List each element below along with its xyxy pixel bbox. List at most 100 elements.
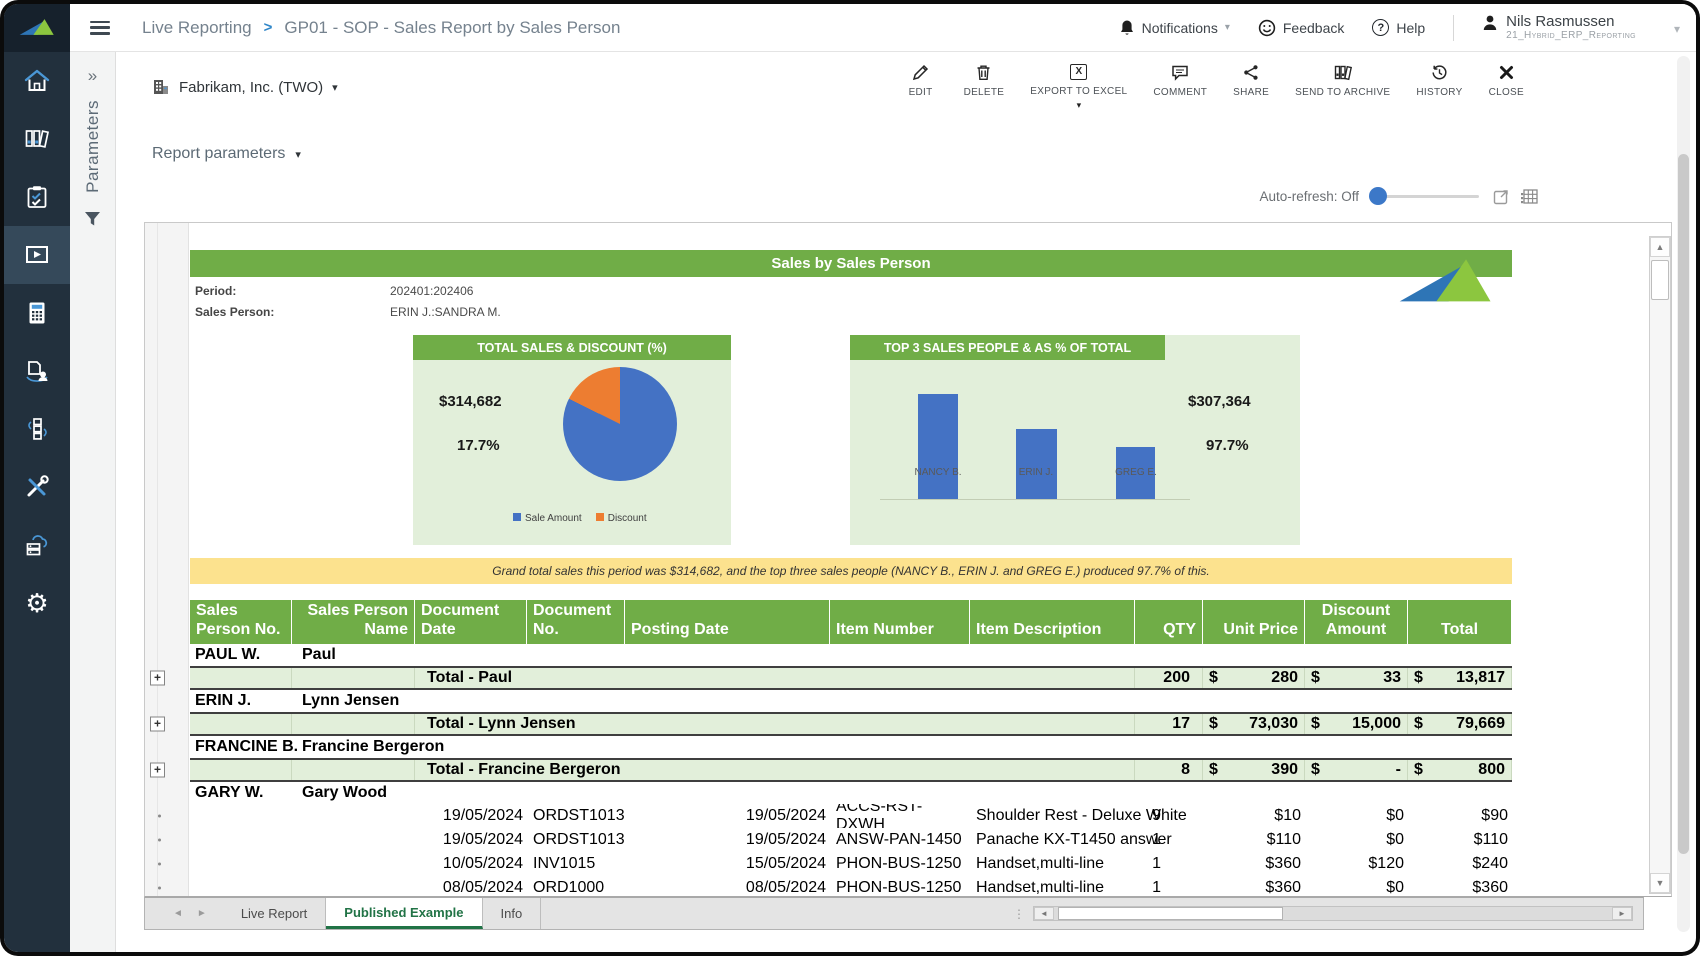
horizontal-scroll-thumb[interactable] (1058, 907, 1283, 920)
report-toolbar: Fabrikam, Inc. (TWO) ▾ EDIT DELETE X EXP… (116, 52, 1696, 122)
scroll-left-icon[interactable]: ◄ (1034, 907, 1054, 920)
document-date-cell: 19/05/2024 (442, 831, 523, 848)
auto-refresh-label: Auto-refresh: Off (1259, 188, 1359, 204)
table-row: 19/05/2024 ORDST1013 19/05/2024 ANSW-PAN-14… (145, 828, 1512, 852)
export-to-excel-button[interactable]: X EXPORT TO EXCEL ▾ (1030, 63, 1127, 111)
breadcrumb-section[interactable]: Live Reporting (142, 17, 252, 37)
tab-nav-next-icon[interactable]: ► (196, 908, 207, 919)
filter-icon[interactable] (84, 211, 101, 227)
grid-view-icon[interactable] (1520, 188, 1538, 205)
slider-knob[interactable] (1369, 187, 1387, 205)
gutter-cell (145, 782, 190, 804)
sheet-tab-info[interactable]: Info (483, 898, 542, 929)
gutter-cell (145, 644, 190, 666)
archive-binders-icon (1334, 65, 1352, 80)
smiley-icon (1258, 19, 1276, 36)
scroll-down-icon[interactable]: ▼ (1650, 873, 1670, 893)
comment-button[interactable]: COMMENT (1153, 64, 1207, 98)
help-button[interactable]: ? Help (1372, 19, 1425, 36)
sidebar-item-calculator[interactable] (4, 284, 70, 342)
sidebar-item-live-reporting[interactable] (4, 226, 70, 284)
discount-pct-value: 17.7% (457, 437, 500, 454)
vertical-scroll-thumb[interactable] (1651, 260, 1669, 300)
tab-nav-prev-icon[interactable]: ◄ (173, 908, 183, 919)
gutter-cell (145, 804, 190, 828)
history-button[interactable]: HISTORY (1416, 64, 1462, 98)
tools-icon (27, 475, 49, 497)
expand-icon[interactable] (1493, 188, 1510, 205)
scroll-right-icon[interactable]: ► (1612, 907, 1632, 920)
table-row: 19/05/2024 ORDST1013 19/05/2024 ACCS-RST-DX… (145, 804, 1512, 828)
empty-cell (292, 760, 415, 780)
sheet-horizontal-scrollbar[interactable]: ◄ ► (1033, 906, 1633, 921)
table-row: 10/05/2024 INV1015 15/05/2024 PHON-BUS-1250… (145, 852, 1512, 876)
posting-date-cell: 19/05/2024 (745, 807, 826, 824)
sheet-vertical-scrollbar[interactable]: ▲ ▼ (1649, 236, 1671, 894)
discount-cell: $ - (1305, 760, 1408, 780)
delete-button[interactable]: DELETE (964, 64, 1005, 98)
gutter-cell (145, 736, 190, 758)
topbar-chevron-icon[interactable]: ▾ (1673, 22, 1680, 36)
salesperson-no-cell: ERIN J. (195, 692, 252, 709)
chevron-down-icon: ▾ (295, 148, 301, 161)
total-cell: $110 (1473, 831, 1508, 848)
table-row: FRANCINE B. Francine Bergeron (145, 736, 1512, 758)
parameters-expand-icon[interactable]: » (87, 66, 98, 85)
page-scroll-thumb[interactable] (1678, 154, 1689, 854)
notifications-menu[interactable]: Notifications ▾ (1119, 19, 1230, 37)
expand-group-button[interactable]: + (150, 762, 165, 778)
report-body: Sales by Sales Person Period: 202401:2024… (190, 223, 1512, 896)
sidebar-item-admin-tools[interactable] (4, 458, 70, 516)
column-header: Item Description (970, 600, 1135, 644)
sidebar-item-document-user[interactable] (4, 342, 70, 400)
sidebar-item-data-warehouse[interactable] (4, 516, 70, 574)
top3-pct-value: 97.7% (1206, 437, 1249, 454)
user-icon (1483, 15, 1497, 30)
total-sales-value: $314,682 (439, 393, 502, 410)
calculator-icon (29, 302, 45, 324)
empty-cell (190, 828, 292, 852)
bar-chart-panel: TOP 3 SALES PEOPLE & AS % OF TOTAL NANCY… (850, 335, 1300, 545)
table-row: ERIN J. Lynn Jensen (145, 690, 1512, 712)
company-selector[interactable]: Fabrikam, Inc. (TWO) ▾ (152, 78, 338, 96)
close-button[interactable]: CLOSE (1489, 64, 1524, 98)
outline-detail-mark (158, 814, 161, 818)
sidebar-item-integrations[interactable] (4, 400, 70, 458)
bar-greg (1116, 447, 1155, 499)
sheet-tab-published-example[interactable]: Published Example (326, 898, 483, 929)
bar-erin (1016, 429, 1057, 499)
feedback-button[interactable]: Feedback (1258, 19, 1344, 37)
page-scrollbar[interactable] (1677, 56, 1690, 932)
share-button[interactable]: SHARE (1233, 64, 1269, 98)
send-to-archive-button[interactable]: SEND TO ARCHIVE (1295, 64, 1390, 98)
item-description-cell: Panache KX-T1450 answer (976, 831, 1172, 848)
item-description-cell: Handset,multi-line (976, 879, 1105, 896)
document-date-cell: 08/05/2024 (442, 879, 523, 896)
sidebar-item-home[interactable] (4, 52, 70, 110)
expand-group-button[interactable]: + (150, 716, 165, 732)
empty-cell (190, 760, 292, 780)
document-no-cell: INV1015 (533, 855, 596, 872)
auto-refresh-slider[interactable] (1369, 187, 1479, 205)
column-header: Unit Price (1203, 600, 1305, 644)
report-parameters-toggle[interactable]: Report parameters ▾ (152, 145, 301, 163)
tab-splitter-handle[interactable]: ⋮ (1013, 906, 1025, 921)
sidebar-item-document-archive[interactable] (4, 110, 70, 168)
salesperson-no-cell: FRANCINE B. (195, 738, 299, 755)
expand-group-button[interactable]: + (150, 670, 165, 686)
sidebar-item-checklist[interactable] (4, 168, 70, 226)
edit-button[interactable]: EDIT (904, 64, 938, 98)
app-logo[interactable] (4, 4, 70, 52)
slider-track[interactable] (1369, 195, 1479, 198)
app-window: ⚙ » Parameters Live Reporting > GP01 - S… (4, 4, 1696, 952)
scroll-up-icon[interactable]: ▲ (1650, 237, 1670, 257)
total-label-cell: Total - Lynn Jensen (415, 714, 1135, 734)
sidebar-item-settings[interactable]: ⚙ (4, 574, 70, 632)
user-menu[interactable]: Nils Rasmussen 21_Hybrid_ERP_Reporting (1482, 13, 1636, 41)
empty-cell (190, 714, 292, 734)
hamburger-menu-icon[interactable] (90, 20, 110, 35)
table-row: + Total - Francine Bergeron 8 $390 $ - $800 (145, 758, 1512, 782)
document-user-icon (26, 361, 48, 382)
sheet-tab-live-report[interactable]: Live Report (223, 898, 327, 929)
